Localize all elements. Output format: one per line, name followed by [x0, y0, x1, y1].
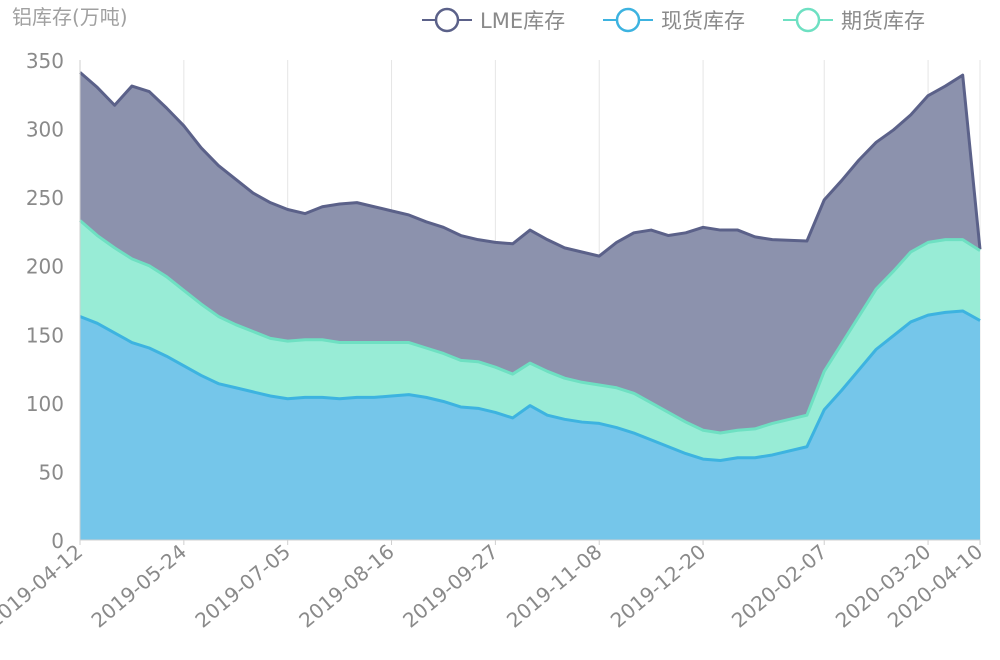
y-tick-label-2: 100 — [26, 392, 64, 416]
legend[interactable]: LME库存 现货库存 期货库存 — [422, 7, 925, 33]
y-tick-label-4: 200 — [26, 255, 64, 279]
legend-label-2: 期货库存 — [841, 9, 925, 33]
line-series-2 — [79, 219, 981, 435]
y-axis-label: 铝库存(万吨) — [12, 5, 128, 29]
x-tick-label-4: 2019-09-27 — [398, 539, 502, 632]
line-series-1 — [79, 309, 981, 462]
legend-marker-2 — [795, 7, 821, 33]
x-tick-label-5: 2019-11-08 — [502, 539, 606, 632]
legend-item-2[interactable]: 期货库存 — [783, 7, 925, 33]
legend-item-1[interactable]: 现货库存 — [603, 7, 745, 33]
y-tick-label-3: 150 — [26, 323, 64, 347]
y-tick-label-7: 350 — [26, 49, 64, 73]
legend-marker-1 — [615, 7, 641, 33]
x-tick-label-6: 2019-12-20 — [606, 539, 710, 632]
legend-item-0[interactable]: LME库存 — [422, 7, 565, 33]
area-series-1 — [80, 310, 980, 540]
y-tick-label-0: 0 — [51, 529, 64, 553]
series-lines — [79, 71, 982, 462]
x-tick-label-0: 2019-04-12 — [0, 539, 87, 632]
legend-marker-0 — [434, 7, 460, 33]
y-tick-label-1: 50 — [39, 460, 64, 484]
series-areas — [80, 72, 980, 540]
legend-label-0: LME库存 — [480, 9, 565, 33]
x-tick-label-1: 2019-05-24 — [87, 539, 191, 632]
line-series-0 — [79, 71, 982, 258]
x-tick-label-2: 2019-07-05 — [190, 539, 294, 632]
x-tick-label-3: 2019-08-16 — [294, 539, 398, 632]
legend-label-1: 现货库存 — [661, 9, 745, 33]
y-tick-label-5: 250 — [26, 186, 64, 210]
y-tick-label-6: 300 — [26, 118, 64, 142]
x-tick-label-7: 2020-02-07 — [727, 539, 831, 632]
